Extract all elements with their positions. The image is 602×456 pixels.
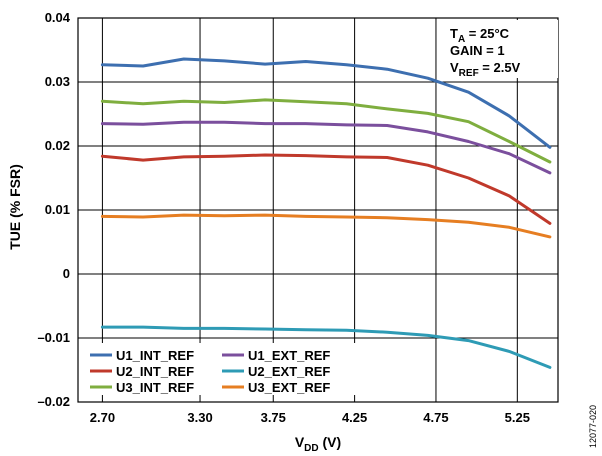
condition-ta: TA = 25°C <box>450 26 510 45</box>
conditions-bg <box>446 20 558 78</box>
x-tick-label: 2.70 <box>90 410 115 425</box>
y-tick-label: 0.03 <box>45 74 70 89</box>
legend-label: U3_INT_REF <box>116 380 194 395</box>
series-line-u1-ext-ref <box>100 120 552 175</box>
series-line-u2-ext-ref <box>100 325 552 369</box>
legend-label: U3_EXT_REF <box>248 380 330 395</box>
plot-frame <box>77 17 559 403</box>
x-tick-labels: 2.70 3.30 3.75 4.25 4.75 5.25 <box>90 410 530 425</box>
conditions-box: TA = 25°C GAIN = 1 VREF = 2.5V <box>446 20 558 79</box>
series-line-u1-int-ref <box>100 57 552 149</box>
series-line-u3-ext-ref <box>100 213 552 239</box>
y-tick-label: 0.02 <box>45 138 70 153</box>
legend-label: U2_INT_REF <box>116 364 194 379</box>
series-line-u2-int-ref <box>100 153 552 225</box>
x-tick-label: 3.75 <box>261 410 286 425</box>
condition-vref: VREF = 2.5V <box>450 60 521 79</box>
x-tick-label: 5.25 <box>505 410 530 425</box>
legend-label: U1_EXT_REF <box>248 348 330 363</box>
legend-label: U1_INT_REF <box>116 348 194 363</box>
x-tick-label: 4.25 <box>342 410 367 425</box>
y-tick-label: –0.02 <box>37 394 70 409</box>
y-tick-label: 0.04 <box>45 10 71 25</box>
legend-label: U2_EXT_REF <box>248 364 330 379</box>
figure-code: 12077-020 <box>588 404 598 448</box>
y-tick-label: 0 <box>63 266 70 281</box>
x-tick-label: 4.75 <box>423 410 448 425</box>
series-line-u3-int-ref <box>100 98 552 164</box>
x-axis-title: VDD (V) <box>295 434 341 454</box>
legend: U1_INT_REF U1_EXT_REF U2_INT_REF U2_EXT_REF… <box>86 343 358 395</box>
x-tick-label: 3.30 <box>187 410 212 425</box>
condition-gain: GAIN = 1 <box>450 43 505 58</box>
y-axis-title: TUE (% FSR) <box>7 164 23 250</box>
y-tick-label: –0.01 <box>37 330 70 345</box>
series-lines <box>100 57 552 369</box>
y-tick-labels: 0.04 0.03 0.02 0.01 0 –0.01 –0.02 <box>37 10 70 409</box>
y-tick-label: 0.01 <box>45 202 70 217</box>
